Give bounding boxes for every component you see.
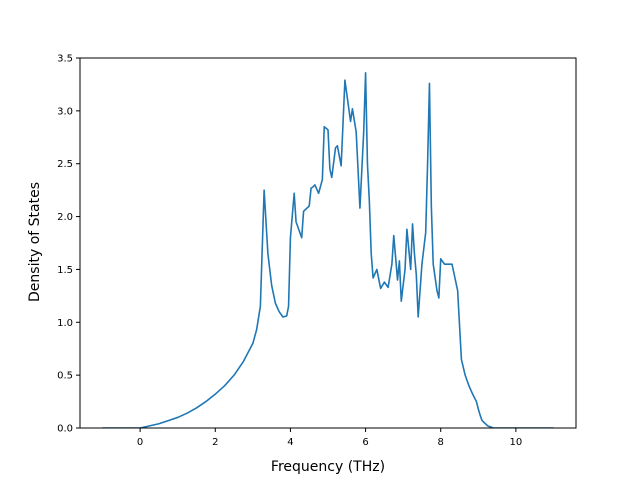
y-axis-label: Density of States (27, 182, 43, 302)
x-tick-label: 0 (137, 437, 143, 448)
y-tick-label: 0.5 (57, 371, 73, 382)
x-tick-label: 10 (510, 437, 523, 448)
x-tick-label: 4 (287, 437, 293, 448)
y-tick-label: 2.5 (57, 159, 73, 170)
x-tick-label: 8 (438, 437, 444, 448)
y-tick-label: 1.5 (57, 265, 73, 276)
x-axis-label: Frequency (THz) (271, 459, 385, 475)
y-tick-label: 3.0 (57, 106, 73, 117)
y-tick-label: 0.0 (57, 424, 73, 435)
axes-frame (79, 57, 577, 429)
x-tick-label: 6 (362, 437, 368, 448)
y-tick-label: 3.5 (57, 54, 73, 65)
x-tick-label: 2 (212, 437, 218, 448)
tick-layer: 0 2 4 6 8 10 0.0 0.5 1.0 1.5 2.0 2.5 3.0 3.5 (57, 54, 522, 449)
y-tick-label: 1.0 (57, 318, 73, 329)
plot-area (101, 72, 555, 428)
series-line-0 (101, 72, 555, 428)
y-tick-label: 2.0 (57, 212, 73, 223)
